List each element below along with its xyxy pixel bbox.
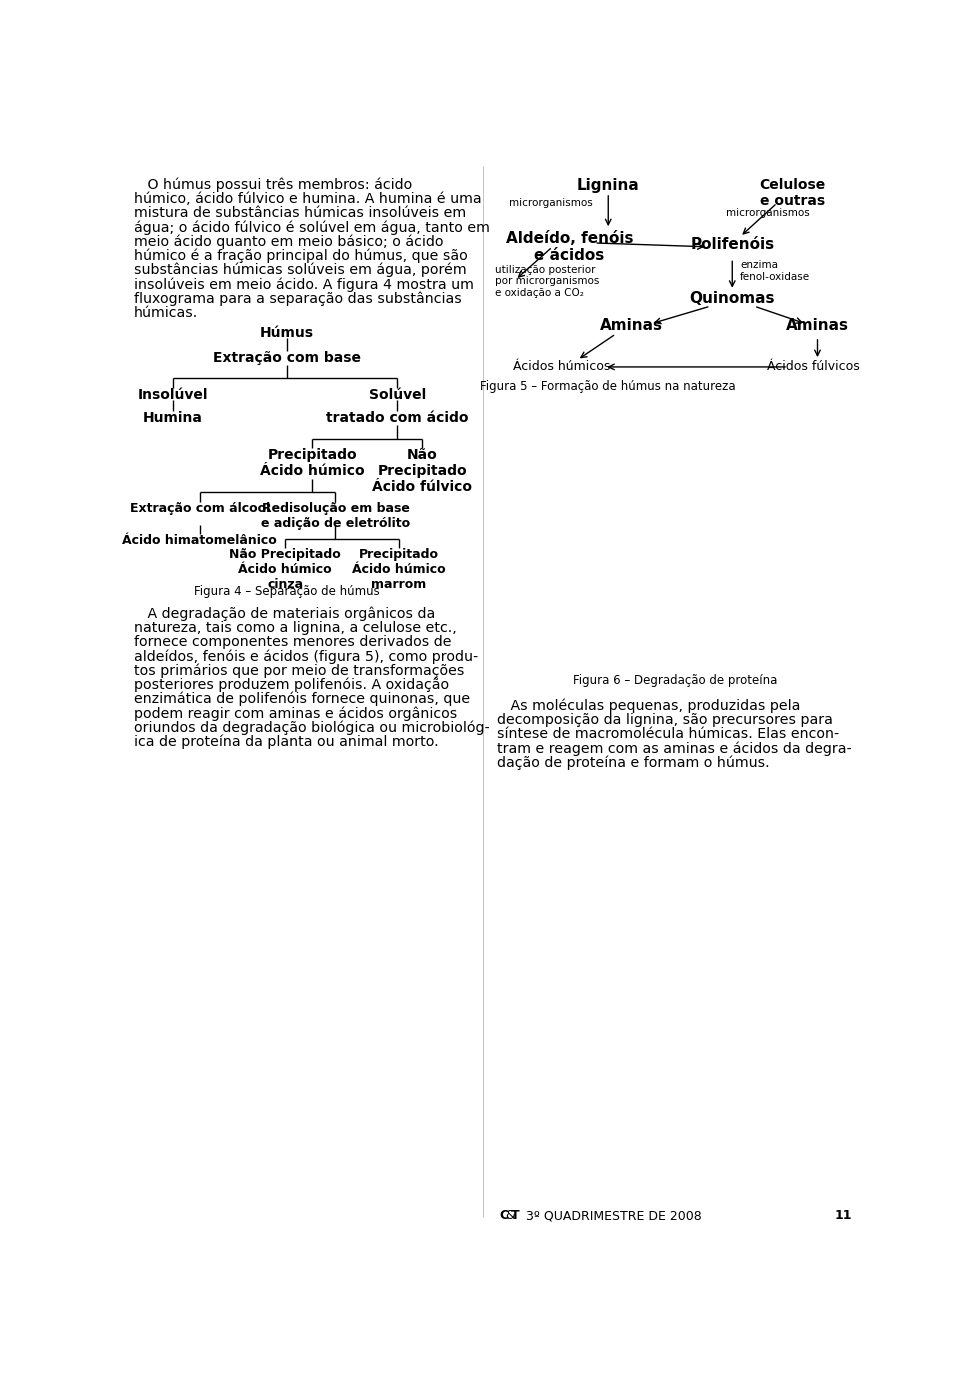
Text: Aldeído, fenóis
e ácidos: Aldeído, fenóis e ácidos (506, 231, 634, 263)
Text: Ácidos húmicos: Ácidos húmicos (513, 360, 611, 373)
Text: Não Precipitado
Ácido húmico
cinza: Não Precipitado Ácido húmico cinza (229, 548, 341, 591)
Text: Precipitado
Ácido húmico: Precipitado Ácido húmico (260, 448, 365, 479)
Text: Não
Precipitado
Ácido fúlvico: Não Precipitado Ácido fúlvico (372, 448, 472, 494)
Text: Solúvel: Solúvel (369, 387, 426, 401)
Text: síntese de macromolécula húmicas. Elas encon-: síntese de macromolécula húmicas. Elas e… (497, 727, 840, 741)
Text: tos primários que por meio de transformações: tos primários que por meio de transforma… (134, 664, 465, 678)
Text: enzimática de polifenóis fornece quinonas, que: enzimática de polifenóis fornece quinona… (134, 692, 470, 707)
Text: húmico é a fração principal do húmus, que são: húmico é a fração principal do húmus, qu… (134, 249, 468, 263)
Text: enzima
fenol-oxidase: enzima fenol-oxidase (740, 260, 810, 282)
Text: A degradação de materiais orgânicos da: A degradação de materiais orgânicos da (134, 606, 435, 621)
Text: Aminas: Aminas (786, 318, 849, 333)
Text: húmicas.: húmicas. (134, 306, 198, 319)
Text: posteriores produzem polifenóis. A oxidação: posteriores produzem polifenóis. A oxida… (134, 678, 449, 692)
Text: Húmus: Húmus (259, 326, 314, 340)
Text: aldeídos, fenóis e ácidos (figura 5), como produ-: aldeídos, fenóis e ácidos (figura 5), co… (134, 649, 478, 664)
Text: &: & (505, 1209, 515, 1223)
Text: Extração com álcool: Extração com álcool (130, 502, 270, 514)
Text: Quinomas: Quinomas (689, 292, 775, 307)
Text: tram e reagem com as aminas e ácidos da degra-: tram e reagem com as aminas e ácidos da … (497, 741, 852, 757)
Text: T: T (511, 1209, 519, 1223)
Text: Figura 4 – Separação de húmus: Figura 4 – Separação de húmus (194, 585, 379, 597)
Text: O húmus possui três membros: ácido: O húmus possui três membros: ácido (134, 177, 412, 192)
Text: fluxograma para a separação das substâncias: fluxograma para a separação das substânc… (134, 292, 462, 306)
Text: Ácidos fúlvicos: Ácidos fúlvicos (767, 360, 860, 373)
Text: 3º QUADRIMESTRE DE 2008: 3º QUADRIMESTRE DE 2008 (517, 1209, 702, 1223)
Text: microrganismos: microrganismos (509, 198, 592, 209)
Text: substâncias húmicas solúveis em água, porém: substâncias húmicas solúveis em água, po… (134, 263, 467, 278)
Text: ica de proteína da planta ou animal morto.: ica de proteína da planta ou animal mort… (134, 734, 439, 750)
Text: natureza, tais como a lignina, a celulose etc.,: natureza, tais como a lignina, a celulos… (134, 621, 457, 635)
Text: Aminas: Aminas (600, 318, 663, 333)
Text: tratado com ácido: tratado com ácido (326, 411, 468, 425)
Text: água; o ácido fúlvico é solúvel em água, tanto em: água; o ácido fúlvico é solúvel em água,… (134, 220, 490, 235)
Text: fornece componentes menores derivados de: fornece componentes menores derivados de (134, 635, 451, 649)
Text: Polifenóis: Polifenóis (690, 236, 775, 252)
Text: utilização posterior
por microrganismos
e oxidação a CO₂: utilização posterior por microrganismos … (495, 264, 599, 297)
Text: Figura 6 – Degradação de proteína: Figura 6 – Degradação de proteína (573, 674, 777, 687)
Text: meio ácido quanto em meio básico; o ácido: meio ácido quanto em meio básico; o ácid… (134, 235, 444, 249)
Text: dação de proteína e formam o húmus.: dação de proteína e formam o húmus. (497, 755, 770, 770)
Text: Figura 5 – Formação de húmus na natureza: Figura 5 – Formação de húmus na natureza (480, 380, 736, 393)
Text: Lignina: Lignina (577, 177, 639, 192)
Text: Celulose
e outras: Celulose e outras (759, 177, 826, 207)
Text: C: C (500, 1209, 509, 1223)
Text: decomposição da lignina, são precursores para: decomposição da lignina, são precursores… (497, 714, 833, 727)
Text: húmico, ácido fúlvico e humina. A humina é uma: húmico, ácido fúlvico e humina. A humina… (134, 192, 482, 206)
Text: Insolúvel: Insolúvel (137, 387, 208, 401)
Text: Humina: Humina (143, 411, 203, 425)
Text: mistura de substâncias húmicas insolúveis em: mistura de substâncias húmicas insolúvei… (134, 206, 466, 220)
Text: podem reagir com aminas e ácidos orgânicos: podem reagir com aminas e ácidos orgânic… (134, 707, 457, 721)
Text: Extração com base: Extração com base (212, 351, 361, 365)
Text: oriundos da degradação biológica ou microbiológ-: oriundos da degradação biológica ou micr… (134, 721, 490, 734)
Text: microrganismos: microrganismos (726, 209, 810, 219)
Text: insolúveis em meio ácido. A figura 4 mostra um: insolúveis em meio ácido. A figura 4 mos… (134, 277, 474, 292)
Text: 11: 11 (835, 1209, 852, 1223)
Text: Ácido himatomelânico: Ácido himatomelânico (123, 534, 277, 548)
Text: Precipitado
Ácido húmico
marrom: Precipitado Ácido húmico marrom (352, 548, 445, 591)
Text: As moléculas pequenas, produzidas pela: As moléculas pequenas, produzidas pela (497, 698, 801, 714)
Text: Redisolução em base
e adição de eletrólito: Redisolução em base e adição de eletróli… (261, 502, 410, 530)
